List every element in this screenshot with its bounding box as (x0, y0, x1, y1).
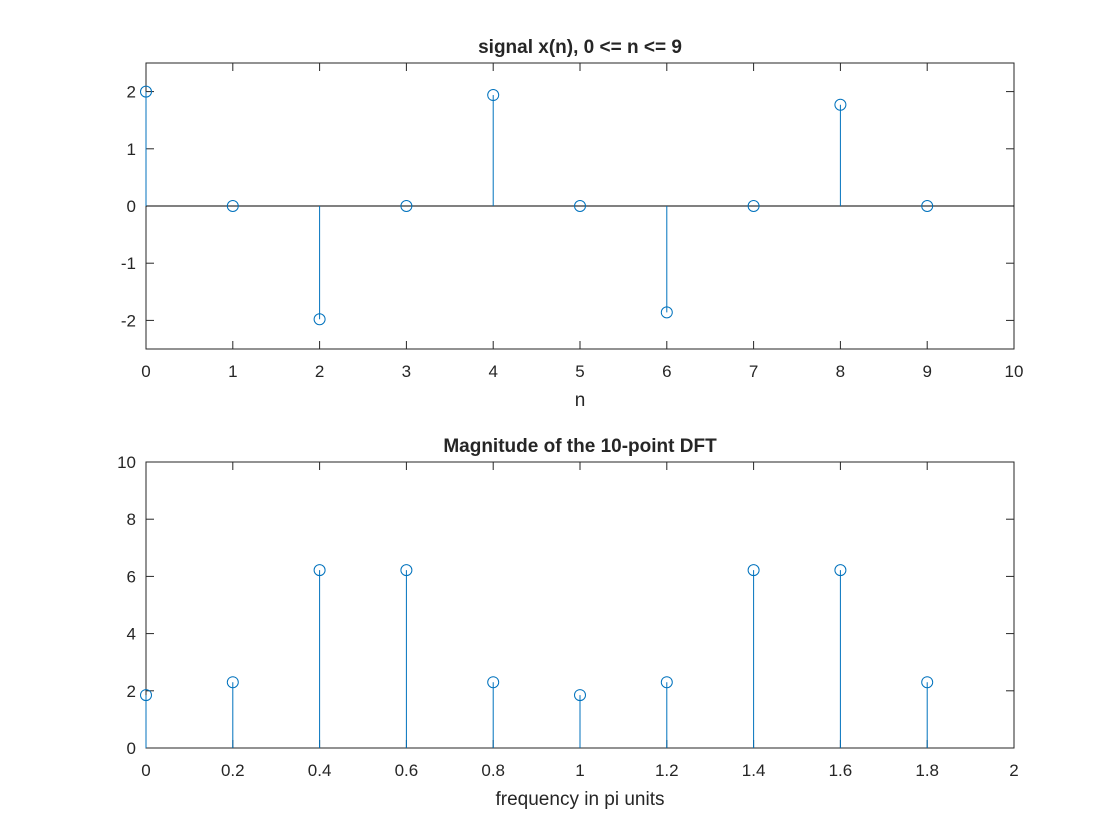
chart-2-x-tick-label: 0.2 (221, 761, 245, 780)
chart-2-x-tick-label: 0.4 (308, 761, 332, 780)
chart-2-y-tick-label: 8 (127, 510, 136, 529)
chart-1-x-tick-label: 0 (141, 362, 150, 381)
chart-2-x-tick-label: 1.6 (829, 761, 853, 780)
chart-1-y-tick-label: 0 (127, 197, 136, 216)
chart-1-x-tick-label: 10 (1005, 362, 1024, 381)
chart-1-x-tick-label: 7 (749, 362, 758, 381)
chart-2-x-tick-label: 1.4 (742, 761, 766, 780)
chart-1-stem-marker (140, 85, 152, 98)
chart-2-stem-marker (574, 689, 586, 702)
chart-2-x-tick-label: 1.2 (655, 761, 679, 780)
chart-2-stem-marker (313, 564, 326, 577)
chart-1-stem-marker (921, 200, 934, 212)
chart-1-x-tick-label: 1 (228, 362, 237, 381)
chart-2-stem-marker (400, 564, 413, 577)
chart-1-stem-marker (747, 200, 760, 212)
chart-2-x-tick-label: 2 (1009, 761, 1018, 780)
chart-2-stem-marker (140, 689, 152, 702)
chart-1-y-tick-label: -2 (121, 311, 136, 330)
chart-2-stem-marker (834, 564, 847, 577)
chart-2-y-tick-label: 10 (117, 453, 136, 472)
chart-2-x-tick-label: 0 (141, 761, 150, 780)
chart-2-stem-marker (487, 676, 500, 689)
chart-1-stem-marker (574, 200, 586, 212)
chart-2-xlabel: frequency in pi units (496, 789, 665, 810)
chart-1-x-tick-label: 9 (922, 362, 931, 381)
chart-2-y-tick-label: 6 (127, 567, 136, 586)
chart-2-stem-marker (226, 676, 239, 689)
chart-1-stem-marker (834, 98, 847, 111)
chart-2-x-tick-label: 1 (575, 761, 584, 780)
chart-1-x-tick-label: 4 (488, 362, 497, 381)
chart-1-stem-marker (313, 313, 326, 326)
chart-1-y-tick-label: -1 (121, 254, 136, 273)
chart-2-stem-marker (921, 676, 934, 689)
chart-1: signal x(n), 0 <= n <= 9 n 0 1 2 3 4 5 6 7 8 9 102… (121, 37, 1024, 411)
chart-2-y-tick-label: 2 (127, 682, 136, 701)
chart-2: Magnitude of the 10-point DFT frequency … (117, 436, 1019, 810)
chart-1-xlabel: n (575, 390, 586, 411)
chart-2-y-tick-label: 4 (127, 625, 136, 644)
chart-1-x-tick-label: 3 (402, 362, 411, 381)
chart-2-title: Magnitude of the 10-point DFT (443, 436, 717, 457)
chart-1-stem-marker (487, 89, 500, 102)
chart-1-y-tick-label: 1 (127, 140, 136, 159)
chart-2-stem-marker (747, 564, 760, 577)
chart-1-title: signal x(n), 0 <= n <= 9 (478, 37, 682, 58)
chart-1-stem-marker (660, 306, 673, 319)
chart-1-x-tick-label: 2 (315, 362, 324, 381)
chart-2-y-tick-label: 0 (127, 739, 136, 758)
chart-1-y-tick-label: 2 (127, 83, 136, 102)
chart-2-x-tick-label: 0.6 (395, 761, 419, 780)
chart-1-x-tick-label: 6 (662, 362, 671, 381)
chart-1-stem-marker (226, 200, 239, 212)
chart-2-x-tick-label: 0.8 (481, 761, 505, 780)
chart-1-x-tick-label: 5 (575, 362, 584, 381)
chart-1-x-tick-label: 8 (836, 362, 845, 381)
chart-2-x-tick-label: 1.8 (915, 761, 939, 780)
chart-1-stem-marker (400, 200, 413, 212)
chart-2-stem-marker (660, 676, 673, 689)
